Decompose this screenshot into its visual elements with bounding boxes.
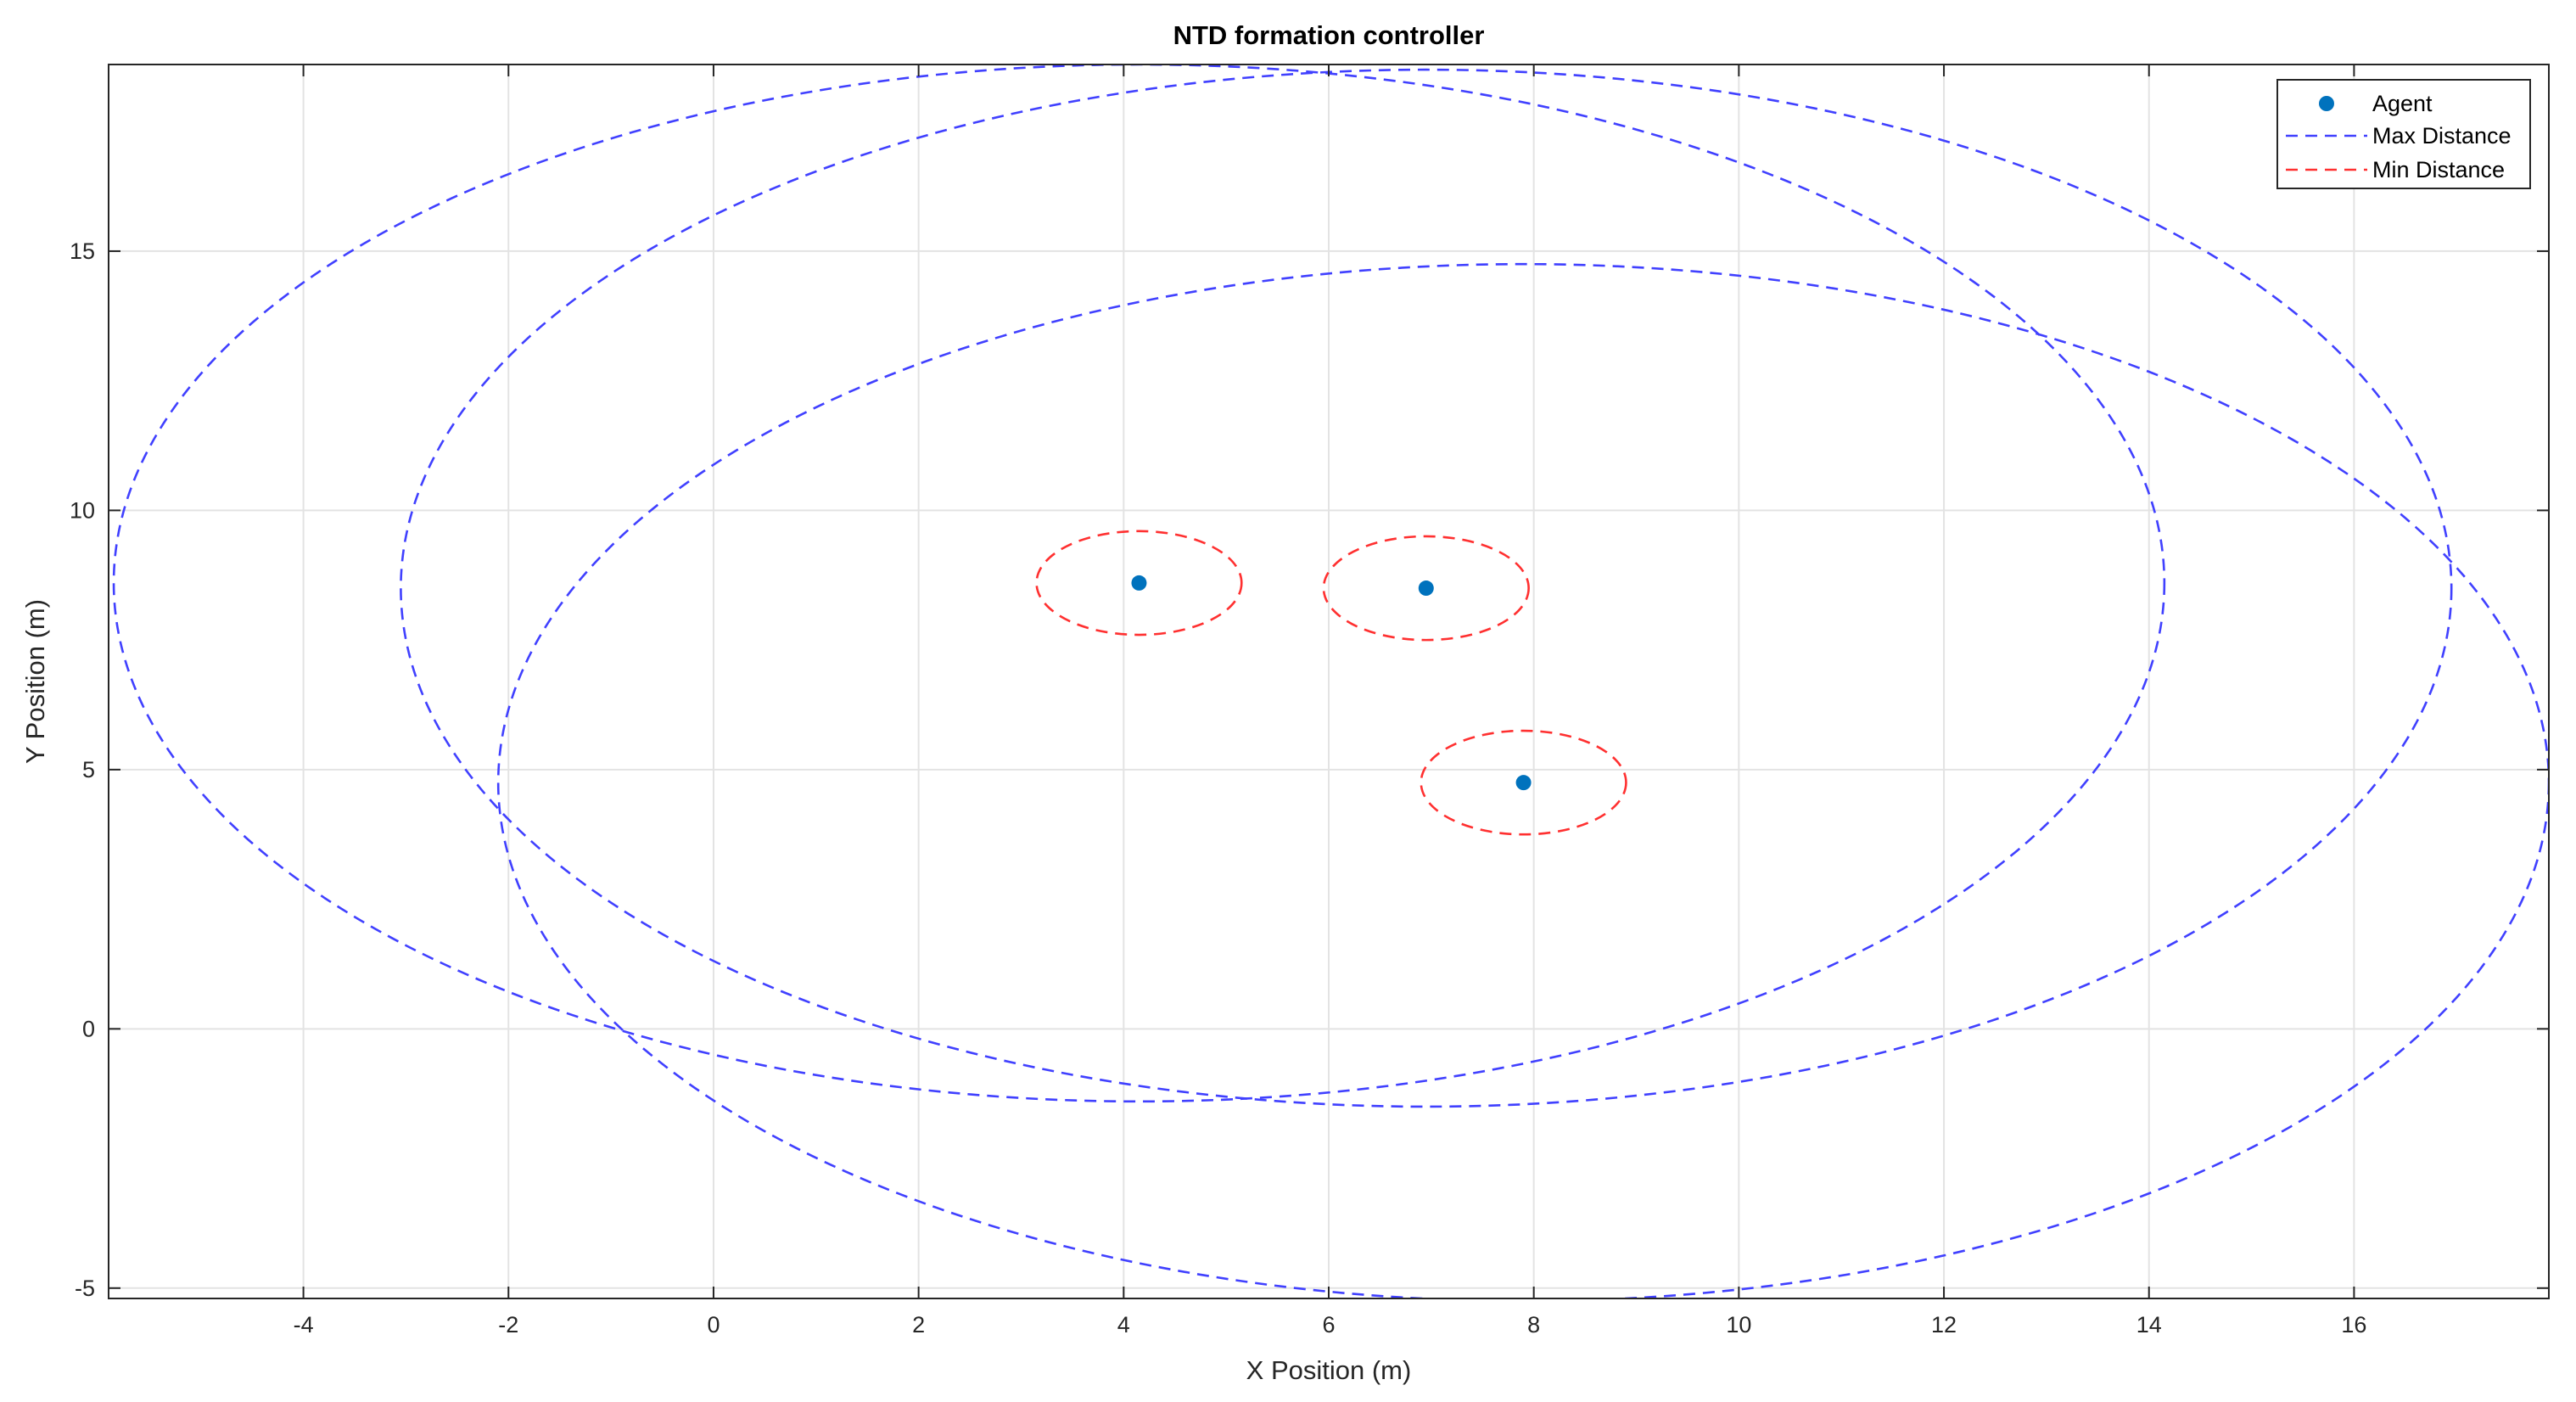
x-tick-label: 4 [1117,1312,1130,1338]
min-distance-circles [1035,530,1627,836]
x-axis-label: X Position (m) [1246,1355,1412,1385]
y-axis-ticks: -5 0 5 10 15 [70,238,2549,1301]
agent-point [1131,575,1147,591]
x-tick-label: 6 [1322,1312,1335,1338]
y-tick-label: 5 [82,757,95,782]
x-tick-label: 14 [2136,1312,2162,1338]
agent-point [1515,775,1532,791]
x-tick-label: 16 [2341,1312,2366,1338]
chart-title: NTD formation controller [1173,20,1485,50]
min-distance-circle [1420,729,1627,836]
legend-label-max-distance: Max Distance [2372,123,2512,149]
y-axis-label: Y Position (m) [20,599,50,764]
max-distance-circles [113,64,2549,1298]
y-tick-label: 15 [70,238,95,264]
x-axis-ticks: -4 -2 0 2 4 6 8 10 12 14 16 [294,64,2366,1338]
legend: Agent Max Distance Min Distance [2276,79,2531,189]
x-tick-label: 12 [1931,1312,1957,1338]
max-distance-circle [400,68,2453,1108]
max-distance-circle [113,64,2165,1102]
y-tick-label: 10 [70,497,95,523]
legend-label-agent: Agent [2372,91,2433,116]
x-tick-label: 8 [1527,1312,1540,1338]
min-distance-circle [1322,535,1530,642]
legend-agent-marker [2319,96,2334,111]
x-tick-label: 10 [1726,1312,1751,1338]
y-tick-label: -5 [75,1276,95,1301]
grid-lines [109,64,2549,1298]
x-tick-label: -2 [498,1312,518,1338]
x-tick-label: 0 [707,1312,720,1338]
agent-point [1418,580,1434,597]
agent-points [1131,575,1532,791]
x-tick-label: 2 [912,1312,925,1338]
x-tick-label: -4 [294,1312,314,1338]
legend-box [2276,79,2531,189]
legend-label-min-distance: Min Distance [2372,157,2505,182]
min-distance-circle [1035,530,1243,637]
y-tick-label: 0 [82,1016,95,1041]
max-distance-circle [497,263,2549,1298]
